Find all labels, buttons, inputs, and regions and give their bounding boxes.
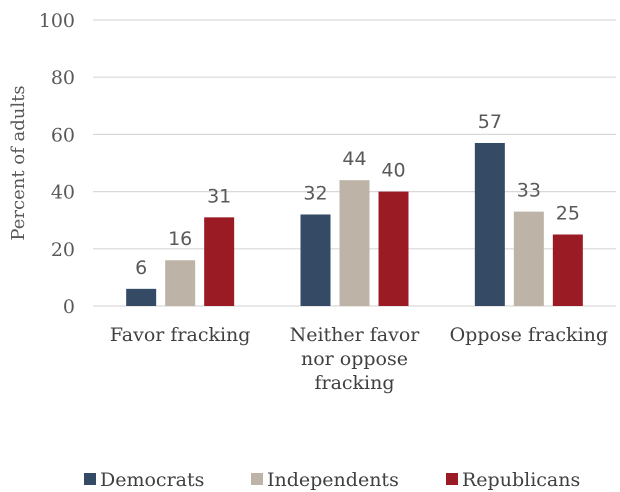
bar-republicans-0 bbox=[204, 217, 235, 306]
y-tick-label: 60 bbox=[51, 124, 75, 146]
category-label: Favor fracking bbox=[110, 324, 251, 346]
bar-independents-1 bbox=[339, 180, 370, 306]
y-tick-labels: 0 20 40 60 80 100 bbox=[39, 10, 75, 318]
category-label: nor oppose bbox=[301, 348, 408, 370]
data-label: 40 bbox=[381, 160, 405, 182]
data-label: 32 bbox=[303, 182, 327, 204]
legend: Democrats Independents Republicans bbox=[84, 469, 580, 491]
legend-swatch-democrats bbox=[84, 473, 96, 485]
data-label: 33 bbox=[517, 180, 541, 202]
data-label: 6 bbox=[135, 257, 147, 279]
y-tick-label: 0 bbox=[63, 296, 75, 318]
legend-label-republicans: Republicans bbox=[462, 469, 580, 491]
data-label: 31 bbox=[207, 185, 231, 207]
y-tick-label: 80 bbox=[51, 67, 75, 89]
category-label: Oppose fracking bbox=[450, 324, 608, 346]
y-tick-label: 40 bbox=[51, 182, 75, 204]
legend-label-democrats: Democrats bbox=[100, 469, 204, 491]
category-label: Neither favor bbox=[290, 324, 421, 346]
data-label: 44 bbox=[342, 148, 366, 170]
bar-democrats-2 bbox=[474, 142, 505, 306]
legend-label-independents: Independents bbox=[267, 469, 399, 491]
y-tick-label: 100 bbox=[39, 10, 75, 32]
bar-democrats-0 bbox=[126, 288, 157, 306]
data-label: 57 bbox=[478, 111, 502, 133]
legend-swatch-independents bbox=[251, 473, 263, 485]
bar-democrats-1 bbox=[300, 214, 331, 306]
bar-independents-2 bbox=[513, 211, 544, 306]
y-tick-label: 20 bbox=[51, 239, 75, 261]
data-labels: 6 16 31 32 44 40 57 33 25 bbox=[135, 111, 580, 279]
bar-republicans-2 bbox=[552, 234, 583, 306]
bars bbox=[126, 142, 583, 306]
y-axis-title: Percent of adults bbox=[8, 85, 29, 240]
category-label: fracking bbox=[314, 372, 394, 394]
data-label: 16 bbox=[168, 228, 192, 250]
data-label: 25 bbox=[556, 203, 580, 225]
legend-swatch-republicans bbox=[446, 473, 458, 485]
bar-republicans-1 bbox=[378, 191, 409, 306]
bar-independents-0 bbox=[165, 260, 196, 306]
